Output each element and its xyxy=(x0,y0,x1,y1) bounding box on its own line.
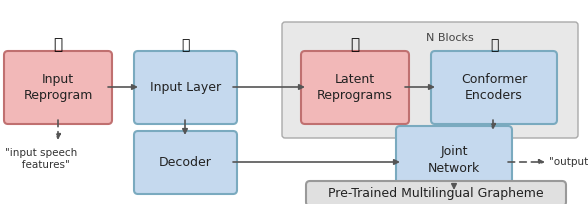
FancyBboxPatch shape xyxy=(396,126,512,194)
FancyBboxPatch shape xyxy=(431,51,557,124)
FancyBboxPatch shape xyxy=(134,131,237,194)
FancyBboxPatch shape xyxy=(306,181,566,204)
Text: Input
Reprogram: Input Reprogram xyxy=(24,73,93,102)
Text: Conformer
Encoders: Conformer Encoders xyxy=(461,73,527,102)
Text: 🔥: 🔥 xyxy=(350,37,360,52)
Text: Joint
Network: Joint Network xyxy=(428,145,480,174)
FancyBboxPatch shape xyxy=(134,51,237,124)
Text: Decoder: Decoder xyxy=(159,156,212,169)
Text: "input speech
   features": "input speech features" xyxy=(5,148,77,170)
Text: 🔥: 🔥 xyxy=(54,37,62,52)
Text: 🖥: 🖥 xyxy=(181,38,190,52)
FancyBboxPatch shape xyxy=(4,51,112,124)
Text: "output": "output" xyxy=(549,157,588,167)
FancyBboxPatch shape xyxy=(301,51,409,124)
Text: Pre-Trained Multilingual Grapheme: Pre-Trained Multilingual Grapheme xyxy=(328,187,544,200)
FancyBboxPatch shape xyxy=(282,22,578,138)
Text: N Blocks: N Blocks xyxy=(426,33,474,43)
Text: Latent
Reprograms: Latent Reprograms xyxy=(317,73,393,102)
Text: Input Layer: Input Layer xyxy=(150,81,221,94)
Text: 🖥: 🖥 xyxy=(490,38,498,52)
